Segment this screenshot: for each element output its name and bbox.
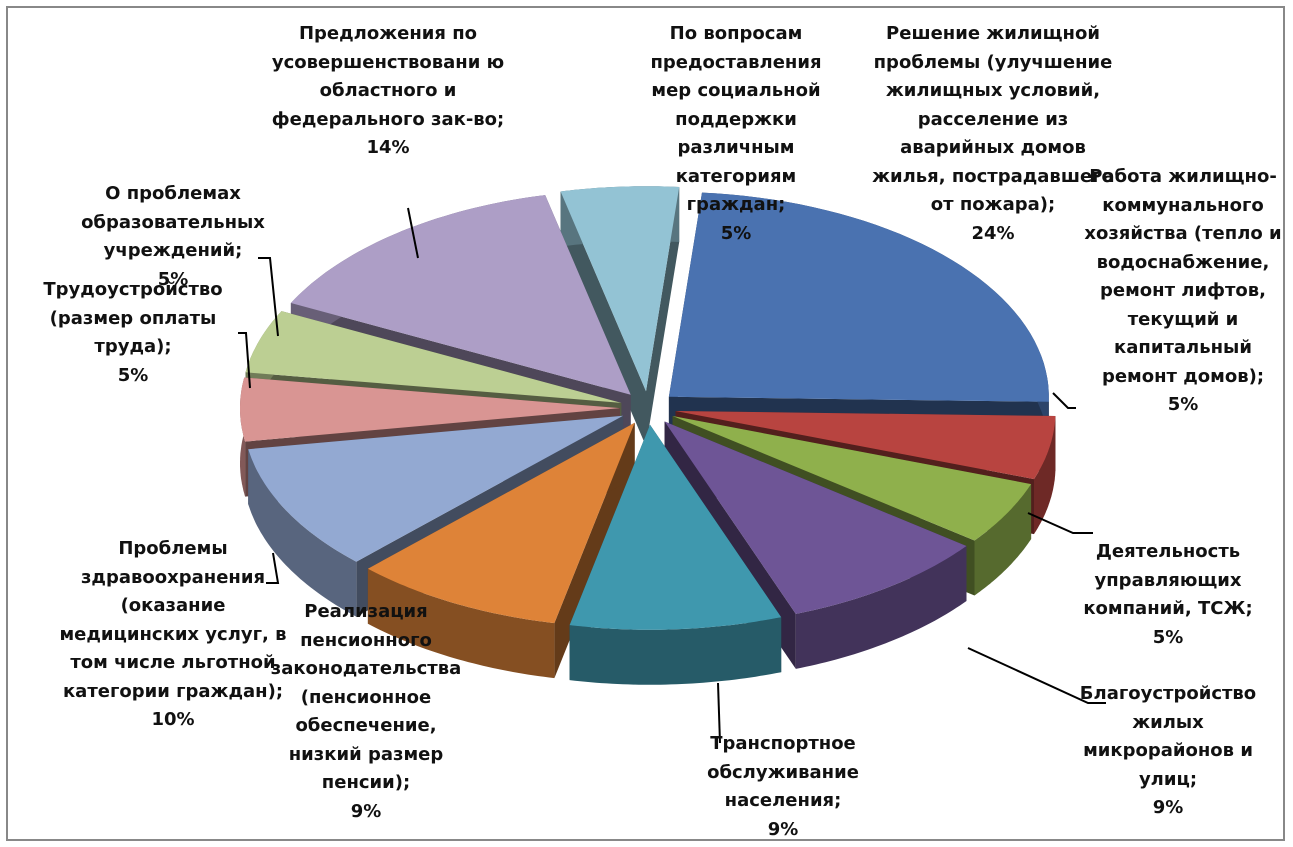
chart-frame: Решение жилищной проблемы (улучшение жил… [6,6,1285,841]
value-label: 5% [117,364,149,386]
pie [240,186,1056,685]
slice-label: Решение жилищной проблемы (улучшение жил… [868,20,1118,248]
slice-wall [646,187,680,447]
value-label: 5% [157,268,189,290]
slice-label: Реализация пенсионного законодательства … [256,598,476,826]
chart [238,186,1106,744]
leader-line [717,682,721,744]
leader-lines [238,207,1106,744]
slice [668,192,1049,402]
slice-side [367,568,555,679]
slice [569,424,782,630]
value-label: 24% [971,222,1015,244]
slice-label: По вопросам предоставления мер социально… [636,20,836,248]
slice-label: Деятельность управляющих компаний, ТСЖ; 5… [1068,538,1268,652]
slice-label: О проблемах образовательных учреждений; 5… [68,180,278,294]
slice-side [248,449,357,617]
leader-line [266,552,280,584]
category-label: Предложения по усовершенствовани ю облас… [271,23,505,130]
slice [672,416,1032,541]
leader-line [1027,512,1093,534]
slice-label: Предложения по усовершенствовани ю облас… [263,20,513,163]
value-label: 5% [1167,394,1199,415]
value-label: 9% [350,800,382,822]
slice-side [974,484,1032,596]
slice-side [1034,416,1056,535]
value-label: 9% [767,818,799,840]
category-label: Работа жилищно-коммунального хозяйства (… [1084,166,1282,387]
category-label: Реализация пенсионного законодательства … [270,601,462,793]
slice-side [795,546,967,669]
slice [675,411,1056,480]
slice [240,377,620,442]
slice [290,195,631,395]
value-label: 5% [720,222,752,244]
slice [664,421,967,614]
leader-line [1052,392,1076,409]
slice-side [569,617,782,685]
category-label: Транспортное обслуживание населения; [707,733,859,811]
category-label: Решение жилищной проблемы (улучшение жил… [872,23,1114,215]
leader-line [258,257,279,337]
slice [560,186,680,392]
leader-line [407,207,419,259]
category-label: Трудоустройство (размер оплаты труда); [43,279,223,357]
value-label: 14% [366,137,410,158]
slice-label: Транспортное обслуживание населения; 9% [678,730,888,840]
leader-line [238,332,251,389]
slice-label: Благоустройство жилых микрорайонов и ули… [1063,680,1273,823]
leader-line [967,647,1106,704]
category-label: По вопросам предоставления мер социально… [650,23,822,215]
category-label: О проблемах образовательных учреждений; [81,183,265,261]
value-label: 10% [151,709,195,730]
slice [248,415,624,562]
category-label: Проблемы здравоохранения (оказание медиц… [59,538,287,702]
slice [245,311,622,403]
slice-label: Работа жилищно-коммунального хозяйства (… [1076,163,1284,420]
slice-label: Проблемы здравоохранения (оказание медиц… [53,535,293,735]
slice [367,422,635,624]
category-label: Деятельность управляющих компаний, ТСЖ; [1083,541,1253,619]
value-label: 5% [1152,626,1184,648]
value-label: 9% [1152,797,1184,818]
slice-label: Трудоустройство (размер оплаты труда); 5% [8,276,258,390]
category-label: Благоустройство жилых микрорайонов и ули… [1079,683,1257,790]
